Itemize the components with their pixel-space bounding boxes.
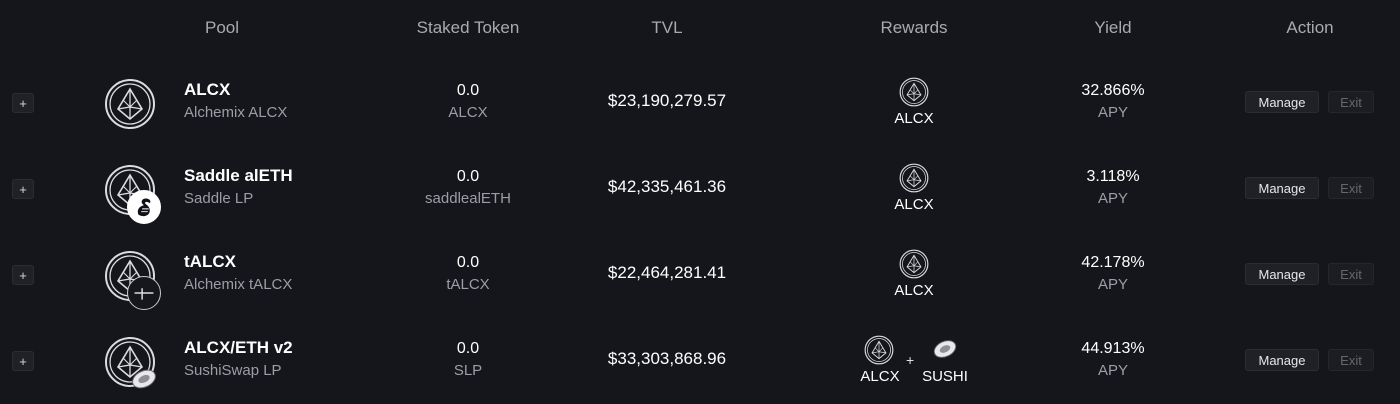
tvl-value: $42,335,461.36 — [607, 177, 727, 196]
reward-label: SUSHI — [922, 368, 968, 385]
tvl-value: $22,464,281.41 — [607, 263, 727, 282]
table-row: + ALCX Alchemix ALCX 0.0 ALCX $23,190,27… — [0, 60, 1400, 146]
expand-button[interactable]: + — [12, 265, 34, 285]
alcx-reward-icon — [899, 77, 929, 107]
staked-amount: 0.0 — [456, 82, 480, 99]
reward-label: ALCX — [860, 368, 900, 385]
exit-button[interactable]: Exit — [1328, 349, 1374, 371]
alcx-reward-icon — [899, 249, 929, 279]
pool-name: ALCX — [184, 80, 231, 99]
staked-symbol: SLP — [453, 362, 483, 379]
manage-button[interactable]: Manage — [1245, 263, 1319, 285]
reward-label: ALCX — [894, 110, 934, 127]
reward-plus: + — [906, 352, 915, 368]
pool-subtitle: Alchemix tALCX — [184, 276, 293, 293]
reward-label: ALCX — [894, 196, 934, 213]
reward-label: ALCX — [894, 282, 934, 299]
pool-name: Saddle alETH — [184, 166, 293, 185]
manage-button[interactable]: Manage — [1245, 91, 1319, 113]
expand-button[interactable]: + — [12, 351, 34, 371]
exit-button[interactable]: Exit — [1328, 91, 1374, 113]
exit-button[interactable]: Exit — [1328, 177, 1374, 199]
table-row: + ALCX/ETH v2 SushiSwap LP 0.0 SLP $33,3… — [0, 318, 1400, 404]
expand-button[interactable]: + — [12, 93, 34, 113]
manage-button[interactable]: Manage — [1245, 177, 1319, 199]
yield-value: 44.913% — [1081, 340, 1145, 357]
alchemix-icon — [104, 78, 156, 130]
staked-amount: 0.0 — [456, 254, 480, 271]
expand-button[interactable]: + — [12, 179, 34, 199]
staked-symbol: tALCX — [446, 276, 490, 293]
header-pool: Pool — [204, 18, 240, 37]
yield-type: APY — [1097, 104, 1129, 121]
exit-button[interactable]: Exit — [1328, 263, 1374, 285]
yield-type: APY — [1097, 276, 1129, 293]
manage-button[interactable]: Manage — [1245, 349, 1319, 371]
tokemak-icon — [127, 276, 161, 310]
pool-subtitle: Alchemix ALCX — [184, 104, 288, 121]
yield-value: 3.118% — [1086, 168, 1140, 185]
yield-type: APY — [1097, 190, 1129, 207]
staked-symbol: saddlealETH — [425, 190, 511, 207]
tvl-value: $23,190,279.57 — [607, 91, 727, 110]
pool-subtitle: SushiSwap LP — [184, 362, 282, 379]
sushi-icon — [127, 362, 161, 396]
pool-subtitle: Saddle LP — [184, 190, 254, 207]
header-yield: Yield — [1094, 18, 1132, 37]
yield-value: 42.178% — [1081, 254, 1145, 271]
header-rewards: Rewards — [880, 18, 948, 37]
pool-name: ALCX/ETH v2 — [184, 338, 293, 357]
alcx-reward-icon — [864, 335, 894, 365]
header-staked-token: Staked Token — [416, 18, 520, 37]
table-row: + tALCX Alchemix tALCX 0.0 tALCX $22,464… — [0, 232, 1400, 318]
header-action: Action — [1286, 18, 1334, 37]
saddle-icon — [127, 190, 161, 224]
pool-name: tALCX — [184, 252, 236, 271]
staked-amount: 0.0 — [456, 168, 480, 185]
staked-symbol: ALCX — [448, 104, 488, 121]
yield-type: APY — [1097, 362, 1129, 379]
yield-value: 32.866% — [1081, 82, 1145, 99]
sushi-reward-icon — [929, 333, 961, 365]
table-row: + Saddle alETH Saddle LP 0.0 saddlealETH… — [0, 146, 1400, 232]
alcx-reward-icon — [899, 163, 929, 193]
tvl-value: $33,303,868.96 — [607, 349, 727, 368]
header-tvl: TVL — [651, 18, 683, 37]
staked-amount: 0.0 — [456, 340, 480, 357]
